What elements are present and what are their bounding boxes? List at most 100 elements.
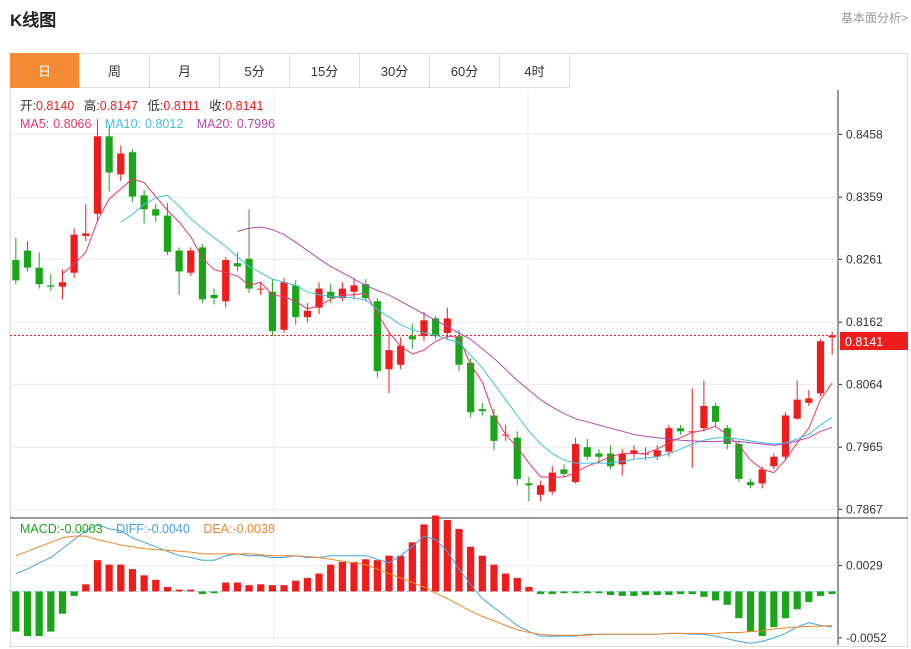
macd-bar — [187, 589, 195, 592]
diff-value: -0.0040 — [147, 522, 189, 536]
candle-body — [606, 453, 615, 467]
tab-30min[interactable]: 30分 — [360, 53, 430, 88]
macd-bar — [676, 591, 685, 595]
candle-body — [82, 233, 90, 236]
candle-body — [455, 336, 463, 365]
candle-body — [257, 288, 265, 290]
macd-bar — [758, 591, 766, 637]
macd-y-tick-label: 0.0029 — [846, 559, 883, 573]
macd-info: MACD:-0.0003 DIFF:-0.0040 DEA:-0.0038 — [20, 522, 275, 536]
ohlc-info: 开:0.8140 高:0.8147 低:0.8111 收:0.8141 — [20, 98, 264, 113]
candle-body — [338, 288, 346, 299]
macd-bar — [688, 591, 696, 595]
macd-bar — [595, 591, 603, 594]
candle-body — [490, 415, 498, 441]
candle-body — [513, 437, 521, 479]
y-axis-ticks: 0.8458 0.8359 0.8261 0.8162 0.8064 0.7965 0.78… — [838, 127, 887, 645]
macd-bar — [280, 585, 288, 592]
macd-bar — [210, 591, 218, 594]
macd-bar — [140, 575, 148, 592]
macd-bar — [70, 591, 78, 596]
macd-bar — [735, 591, 743, 619]
tab-day[interactable]: 日 — [10, 53, 80, 88]
candle-body — [140, 195, 148, 210]
macd-bar — [455, 528, 463, 592]
candle-body — [420, 320, 428, 337]
macd-bar — [641, 591, 650, 595]
macd-bar — [93, 560, 102, 592]
ma5-value: 0.8066 — [53, 117, 91, 131]
candle-body — [397, 345, 405, 365]
macd-bar — [128, 569, 137, 592]
macd-bar — [805, 591, 813, 603]
macd-label: MACD: — [20, 522, 60, 536]
macd-bar — [420, 524, 428, 592]
dea-label: DEA: — [203, 522, 232, 536]
tab-15min[interactable]: 15分 — [290, 53, 360, 88]
tab-60min[interactable]: 60分 — [430, 53, 500, 88]
macd-bar — [163, 586, 172, 592]
candle-body — [478, 409, 486, 412]
y-tick-label: 0.8162 — [846, 315, 883, 329]
y-tick-label: 0.8064 — [846, 377, 883, 391]
y-tick-label: 0.8359 — [846, 190, 883, 204]
macd-bar — [665, 591, 673, 595]
candle-body — [233, 263, 242, 267]
macd-bar — [35, 591, 43, 637]
candle-body — [816, 341, 825, 394]
y-tick-label: 0.7867 — [846, 502, 883, 516]
candle-body — [93, 136, 102, 214]
candle-body — [350, 285, 358, 292]
candle-body — [583, 447, 591, 457]
candle-body — [362, 284, 370, 299]
ma5-line — [62, 178, 833, 478]
macd-bar — [198, 591, 207, 595]
candle-body — [175, 250, 183, 272]
candle-body — [12, 260, 20, 281]
y-tick-label: 0.7965 — [846, 440, 883, 454]
macd-bar — [397, 555, 405, 592]
close-label: 收: — [209, 99, 225, 113]
macd-bar — [23, 591, 32, 637]
candle-body — [152, 209, 160, 216]
period-tabs: 日 周 月 5分 15分 30分 60分 4时 — [10, 53, 570, 89]
candle-body — [163, 215, 172, 252]
candle-body — [245, 258, 253, 289]
macd-bar — [245, 585, 253, 592]
open-label: 开: — [20, 99, 36, 113]
macd-bar — [630, 591, 638, 596]
macd-bar — [268, 585, 277, 592]
tab-4hour[interactable]: 4时 — [500, 53, 570, 88]
tab-5min[interactable]: 5分 — [220, 53, 290, 88]
open-value: 0.8140 — [36, 99, 74, 113]
macd-bar — [723, 591, 731, 605]
candle-body — [198, 247, 207, 300]
macd-bar — [432, 515, 440, 592]
candle-body — [676, 428, 685, 432]
ma-info: MA5: 0.8066 MA10: 0.8012 MA20: 0.7996 — [20, 117, 275, 131]
fundamental-analysis-link[interactable]: 基本面分析> — [840, 11, 908, 25]
macd-bar — [560, 591, 568, 594]
page-title: K线图 — [10, 11, 57, 30]
candle-body — [315, 288, 323, 308]
candle-body — [711, 405, 720, 422]
dea-line — [15, 535, 833, 636]
macd-bar — [233, 582, 242, 592]
y-tick-label: 0.8261 — [846, 252, 883, 266]
close-value: 0.8141 — [225, 99, 263, 113]
ma20-value: 0.7996 — [237, 117, 275, 131]
ma10-line — [120, 194, 833, 464]
candle-body — [618, 453, 626, 465]
tab-week[interactable]: 周 — [80, 53, 150, 88]
candle-body — [210, 294, 218, 299]
macd-bar — [12, 591, 20, 632]
candle-body — [222, 260, 230, 302]
macd-bar — [583, 591, 591, 594]
macd-bar — [408, 542, 416, 592]
macd-lines — [15, 523, 833, 644]
macd-bar — [537, 591, 545, 595]
macd-bar — [700, 591, 708, 597]
candle-body — [746, 482, 755, 486]
macd-bar — [618, 591, 626, 596]
tab-month[interactable]: 月 — [150, 53, 220, 88]
